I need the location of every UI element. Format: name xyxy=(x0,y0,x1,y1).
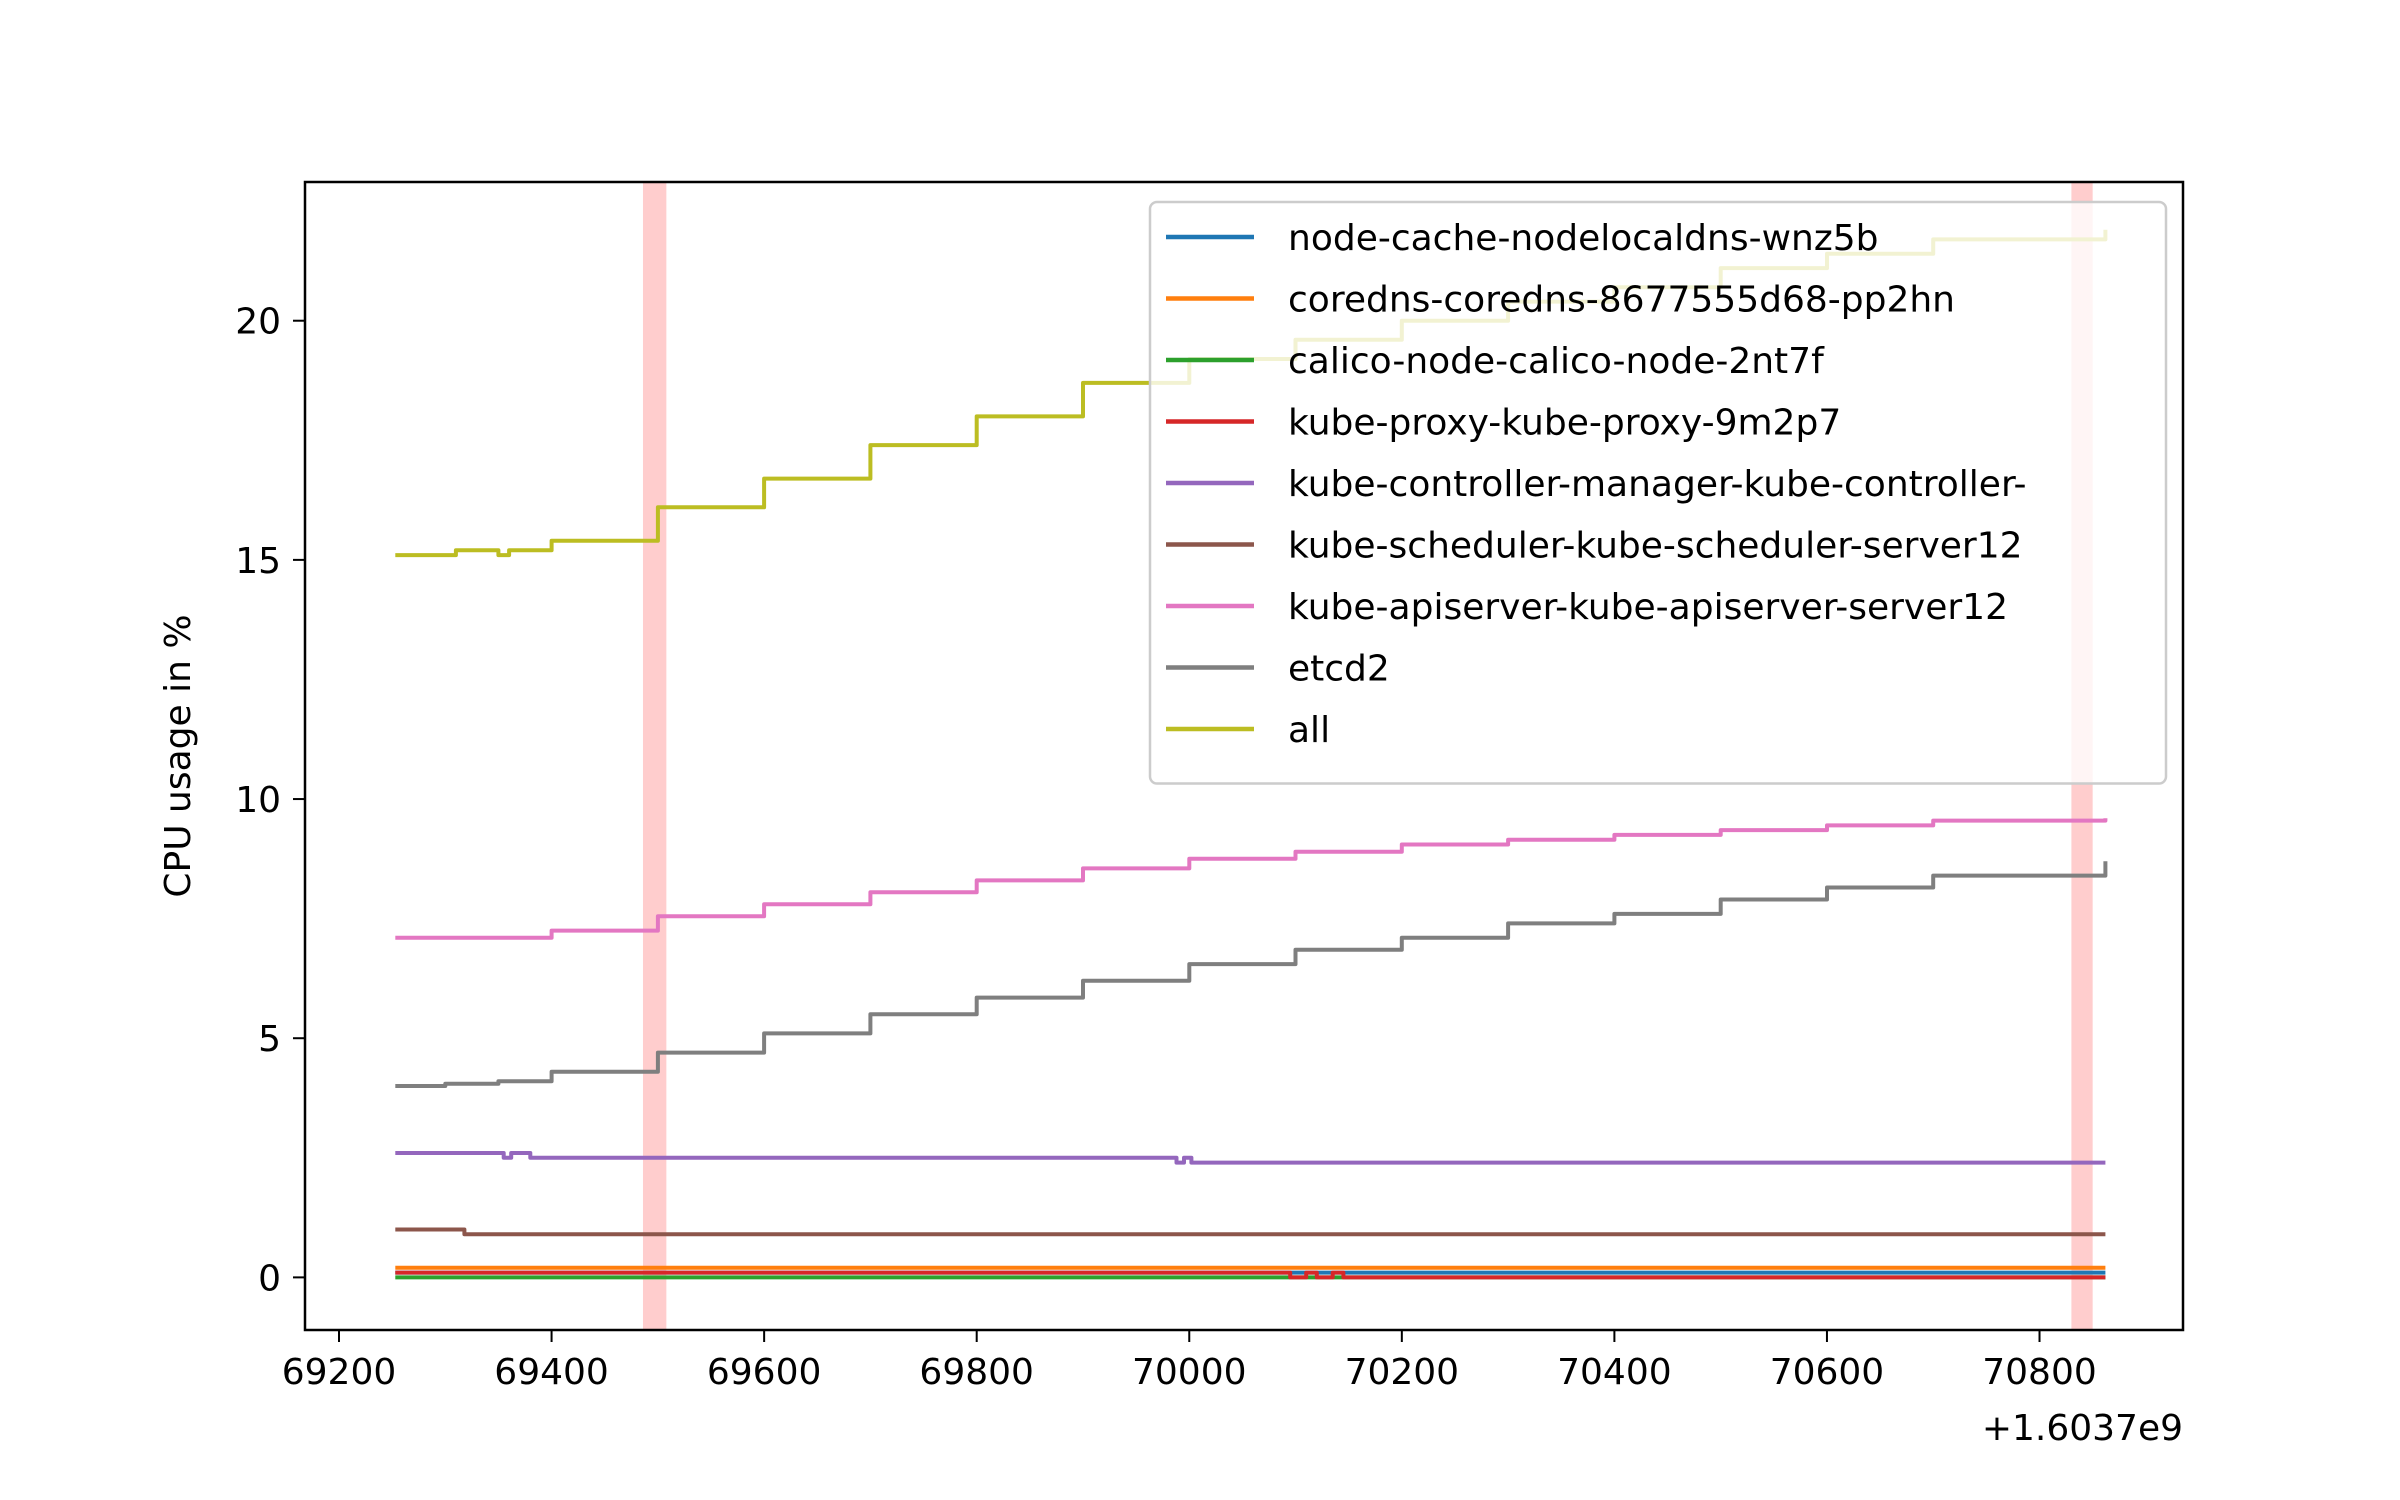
x-tick-label: 69400 xyxy=(494,1352,609,1393)
x-tick-label: 69600 xyxy=(707,1352,822,1393)
legend-entry-label: kube-controller-manager-kube-controller- xyxy=(1288,464,2026,505)
y-tick-label: 15 xyxy=(235,541,281,582)
series-line-kube-controller-manager-kube-controller- xyxy=(395,1151,2106,1165)
legend-entry-label: kube-scheduler-kube-scheduler-server12 xyxy=(1288,526,2023,567)
series-lines xyxy=(395,229,2108,1280)
legend-entry-label: calico-node-calico-node-2nt7f xyxy=(1288,341,1825,382)
y-tick-label: 20 xyxy=(235,302,281,343)
legend: node-cache-nodelocaldns-wnz5b coredns-cor… xyxy=(1148,200,2168,785)
series-line-kube-proxy-kube-proxy-9m2p7 xyxy=(395,1270,2106,1280)
legend-entry-label: node-cache-nodelocaldns-wnz5b xyxy=(1288,218,1878,259)
legend-entry-label: kube-apiserver-kube-apiserver-server12 xyxy=(1288,587,2008,628)
x-axis-offset-label: +1.6037e9 xyxy=(1982,1408,2183,1449)
y-tick-label: 0 xyxy=(258,1258,281,1299)
legend-box xyxy=(1148,200,2168,785)
series-line-etcd2 xyxy=(395,861,2108,1088)
x-tick-label: 70000 xyxy=(1132,1352,1247,1393)
plot-area-frame xyxy=(303,180,2185,1332)
y-axis-title: CPU usage in % xyxy=(158,614,199,897)
series-line-kube-scheduler-kube-scheduler-server12 xyxy=(395,1227,2106,1237)
series-line-kube-apiserver-kube-apiserver-server12 xyxy=(395,818,2108,940)
x-tick-label: 70600 xyxy=(1770,1352,1885,1393)
x-tick-label: 69200 xyxy=(282,1352,397,1393)
legend-entry-label: all xyxy=(1288,710,1330,751)
y-tick-label: 10 xyxy=(235,780,281,821)
highlight-band xyxy=(642,182,667,1330)
x-tick-label: 70800 xyxy=(1982,1352,2097,1393)
x-axis-ticks: 69200 69400 69600 69800 70000 70200 70400 70600… xyxy=(282,1330,2097,1393)
x-tick-label: 70400 xyxy=(1557,1352,1672,1393)
legend-entry-label: etcd2 xyxy=(1288,649,1390,690)
y-axis-ticks: 0 5 10 15 20 xyxy=(235,302,305,1299)
y-tick-label: 5 xyxy=(258,1019,281,1060)
x-tick-label: 70200 xyxy=(1345,1352,1460,1393)
legend-entry-label: kube-proxy-kube-proxy-9m2p7 xyxy=(1288,403,1841,444)
x-tick-label: 69800 xyxy=(919,1352,1034,1393)
legend-entry-label: coredns-coredns-8677555d68-pp2hn xyxy=(1288,280,1955,321)
